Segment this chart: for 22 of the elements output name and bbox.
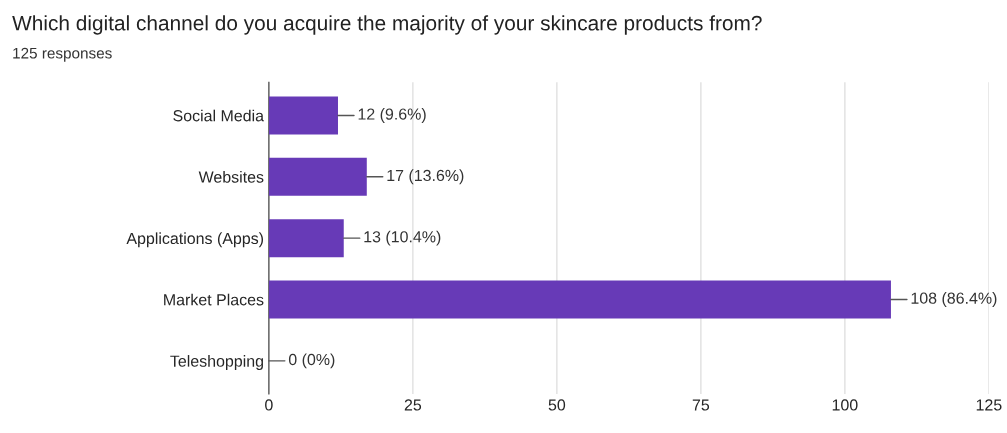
bar xyxy=(268,219,344,258)
bar xyxy=(268,157,367,196)
x-tick-label: 25 xyxy=(404,399,422,411)
y-tick-label: Market Places xyxy=(164,293,264,306)
x-tick-label: 125 xyxy=(976,399,1002,411)
y-tick-label: Websites xyxy=(198,171,264,183)
y-tick-label: Applications (Apps) xyxy=(126,232,264,248)
x-tick-label: 100 xyxy=(832,399,858,411)
bar xyxy=(268,280,891,319)
data-label: 13 (10.4%) xyxy=(364,230,441,246)
data-label: 12 (9.6%) xyxy=(358,108,426,123)
text: 125 responses xyxy=(13,47,112,62)
data-label: 108 (86.4%) xyxy=(911,292,997,307)
y-tick-label: Teleshopping xyxy=(170,355,263,370)
data-label: 0 (0%) xyxy=(288,353,335,369)
x-tick-label: 75 xyxy=(692,399,710,411)
x-tick-label: 50 xyxy=(548,399,566,411)
x-tick-label: 0 xyxy=(265,399,273,411)
data-label: 17 (13.6%) xyxy=(387,169,464,185)
bar xyxy=(268,96,338,135)
y-tick-label: Social Media xyxy=(173,109,265,122)
chart-title: Which digital channel do you acquire the majority of your skincare products from? xyxy=(12,15,762,35)
